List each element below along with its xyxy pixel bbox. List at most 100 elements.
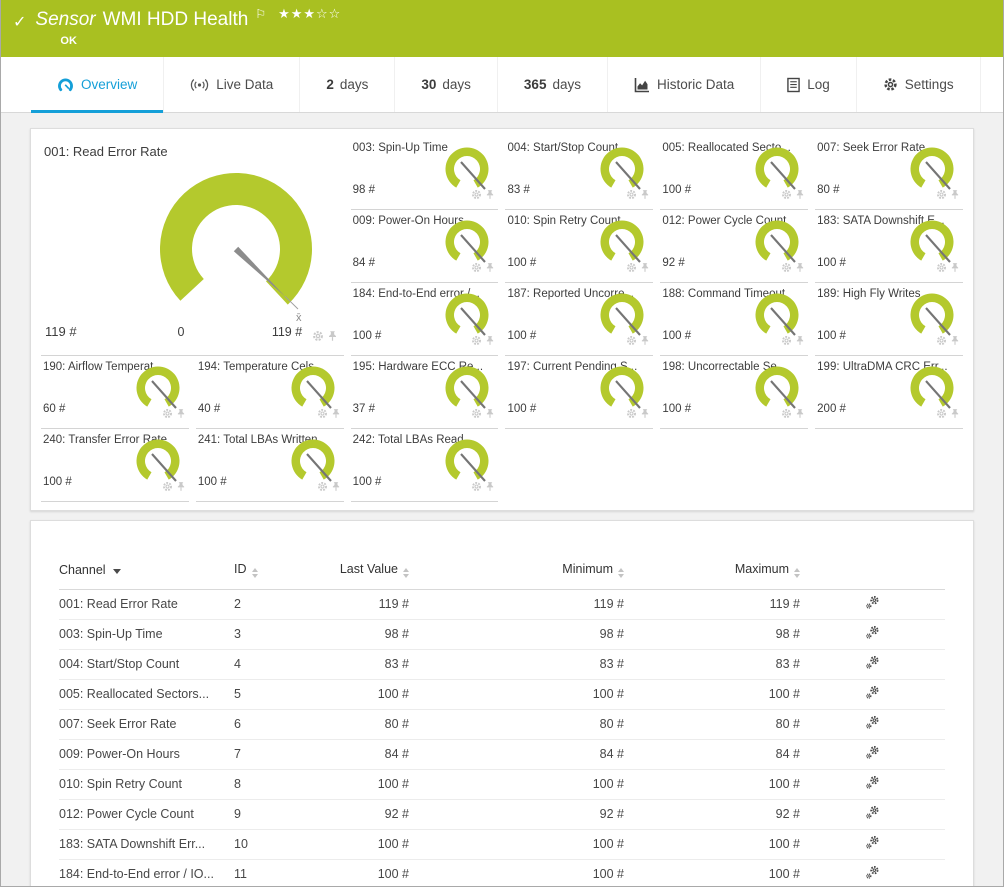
column-header-last-value[interactable]: Last Value	[319, 551, 409, 590]
channel-name[interactable]: 010: Spin Retry Count	[59, 769, 234, 800]
channel-name[interactable]: 012: Power Cycle Count	[59, 799, 234, 830]
gauge-cell[interactable]: 199: UltraDMA CRC Err... 200 #	[815, 356, 963, 429]
channel-name[interactable]: 003: Spin-Up Time	[59, 619, 234, 650]
gauge-settings-gear-icon[interactable]	[626, 408, 637, 419]
gauge-pin-icon[interactable]	[950, 262, 960, 273]
gauge-cell[interactable]: 009: Power-On Hours 84 #	[350, 210, 499, 283]
gauge-settings-gear-icon[interactable]	[471, 481, 482, 492]
gauge-settings-gear-icon[interactable]	[781, 189, 792, 200]
gauge-cell[interactable]: 190: Airflow Temperat... 60 #	[41, 356, 189, 429]
channel-name[interactable]: 183: SATA Downshift Err...	[59, 829, 234, 860]
gauge-cell[interactable]: 195: Hardware ECC Re... 37 #	[350, 356, 499, 429]
gauge-pin-icon[interactable]	[176, 408, 186, 419]
gauge-cell[interactable]: 183: SATA Downshift E... 100 #	[815, 210, 963, 283]
gauge-cell[interactable]: 188: Command Timeout 100 #	[660, 283, 809, 356]
gauge-settings-gear-icon[interactable]	[936, 335, 947, 346]
gauge-settings-gear-icon[interactable]	[471, 408, 482, 419]
gauge-settings-gear-icon[interactable]	[936, 262, 947, 273]
gauge-cell[interactable]: 004: Start/Stop Count 83 #	[505, 137, 654, 210]
gauge-pin-icon[interactable]	[640, 408, 650, 419]
gauge-cell[interactable]: 189: High Fly Writes 100 #	[815, 283, 963, 356]
gauge-pin-icon[interactable]	[327, 330, 338, 342]
gauge-primary[interactable]: 001: Read Error Rate x̄ 0 119 # 119 #	[41, 137, 344, 356]
channel-name[interactable]: 184: End-to-End error / IO...	[59, 859, 234, 886]
gauge-pin-icon[interactable]	[795, 262, 805, 273]
gauge-pin-icon[interactable]	[485, 189, 495, 200]
gauge-cell[interactable]: 240: Transfer Error Rate 100 #	[41, 429, 189, 502]
gauge-settings-gear-icon[interactable]	[626, 189, 637, 200]
channel-settings-gears-icon[interactable]	[865, 865, 880, 880]
gauge-cell[interactable]: 198: Uncorrectable Se... 100 #	[660, 356, 809, 429]
gauge-cell[interactable]: 184: End-to-End error /... 100 #	[350, 283, 499, 356]
gauge-settings-gear-icon[interactable]	[936, 408, 947, 419]
column-header-channel[interactable]: Channel	[59, 551, 234, 590]
gauge-pin-icon[interactable]	[795, 189, 805, 200]
gauge-settings-gear-icon[interactable]	[317, 408, 328, 419]
gauge-pin-icon[interactable]	[485, 408, 495, 419]
channel-settings-gears-icon[interactable]	[865, 835, 880, 850]
gauge-cell[interactable]: 007: Seek Error Rate 80 #	[815, 137, 963, 210]
tab-log[interactable]: Log	[761, 57, 857, 112]
channel-settings-gears-icon[interactable]	[865, 715, 880, 730]
gauge-pin-icon[interactable]	[640, 335, 650, 346]
priority-flag-icon[interactable]: ⚐	[255, 7, 267, 21]
gauge-cell[interactable]: 241: Total LBAs Written 100 #	[195, 429, 344, 502]
column-header-minimum[interactable]: Minimum	[409, 551, 624, 590]
gauge-pin-icon[interactable]	[640, 262, 650, 273]
gauge-pin-icon[interactable]	[485, 481, 495, 492]
gauge-cell[interactable]: 010: Spin Retry Count 100 #	[505, 210, 654, 283]
column-header-id[interactable]: ID	[234, 551, 319, 590]
gauge-settings-gear-icon[interactable]	[781, 262, 792, 273]
gauge-pin-icon[interactable]	[795, 335, 805, 346]
gauge-pin-icon[interactable]	[331, 408, 341, 419]
gauge-cell[interactable]: 003: Spin-Up Time 98 #	[350, 137, 499, 210]
gauge-settings-gear-icon[interactable]	[626, 262, 637, 273]
channel-settings-gears-icon[interactable]	[865, 655, 880, 670]
column-header-maximum[interactable]: Maximum	[624, 551, 800, 590]
gauge-cell[interactable]: 012: Power Cycle Count 92 #	[660, 210, 809, 283]
gauge-settings-gear-icon[interactable]	[471, 189, 482, 200]
gauge-pin-icon[interactable]	[485, 262, 495, 273]
gauge-cell[interactable]: 187: Reported Uncorre... 100 #	[505, 283, 654, 356]
channel-name[interactable]: 009: Power-On Hours	[59, 739, 234, 770]
channel-settings-gears-icon[interactable]	[865, 625, 880, 640]
tab-historic-data[interactable]: Historic Data	[608, 57, 762, 112]
gauge-settings-gear-icon[interactable]	[936, 189, 947, 200]
tab-30-days[interactable]: 30 days	[395, 57, 498, 112]
gauge-pin-icon[interactable]	[640, 189, 650, 200]
gauge-settings-gear-icon[interactable]	[781, 335, 792, 346]
gauge-settings-gear-icon[interactable]	[471, 335, 482, 346]
gauge-pin-icon[interactable]	[331, 481, 341, 492]
gauge-settings-gear-icon[interactable]	[162, 408, 173, 419]
gauge-cell[interactable]: 005: Reallocated Secto... 100 #	[660, 137, 809, 210]
channel-name[interactable]: 001: Read Error Rate	[59, 589, 234, 620]
gauge-cell[interactable]: 242: Total LBAs Read 100 #	[350, 429, 499, 502]
channel-settings-gears-icon[interactable]	[865, 805, 880, 820]
gauge-cell[interactable]: 194: Temperature Cels... 40 #	[195, 356, 344, 429]
channel-name[interactable]: 007: Seek Error Rate	[59, 709, 234, 740]
tab-365-days[interactable]: 365 days	[498, 57, 608, 112]
gauge-settings-gear-icon[interactable]	[626, 335, 637, 346]
channel-settings-gears-icon[interactable]	[865, 685, 880, 700]
gauge-pin-icon[interactable]	[485, 335, 495, 346]
gauge-cell[interactable]: 197: Current Pending S... 100 #	[505, 356, 654, 429]
gauge-pin-icon[interactable]	[950, 408, 960, 419]
gauge-settings-gear-icon[interactable]	[162, 481, 173, 492]
gauge-settings-gear-icon[interactable]	[317, 481, 328, 492]
tab-2-days[interactable]: 2 days	[300, 57, 396, 112]
channel-name[interactable]: 005: Reallocated Sectors...	[59, 679, 234, 710]
gauge-pin-icon[interactable]	[176, 481, 186, 492]
channel-name[interactable]: 004: Start/Stop Count	[59, 649, 234, 680]
tab-overview[interactable]: Overview	[31, 57, 165, 113]
tab-settings[interactable]: Settings	[857, 57, 981, 112]
channel-settings-gears-icon[interactable]	[865, 775, 880, 790]
tab-live-data[interactable]: Live Data	[164, 57, 301, 112]
gauge-pin-icon[interactable]	[795, 408, 805, 419]
gauge-pin-icon[interactable]	[950, 189, 960, 200]
gauge-pin-icon[interactable]	[950, 335, 960, 346]
channel-settings-gears-icon[interactable]	[865, 745, 880, 760]
channel-settings-gears-icon[interactable]	[865, 595, 880, 610]
priority-stars[interactable]: ★★★☆☆	[278, 6, 342, 21]
gauge-settings-gear-icon[interactable]	[312, 330, 324, 342]
gauge-settings-gear-icon[interactable]	[471, 262, 482, 273]
